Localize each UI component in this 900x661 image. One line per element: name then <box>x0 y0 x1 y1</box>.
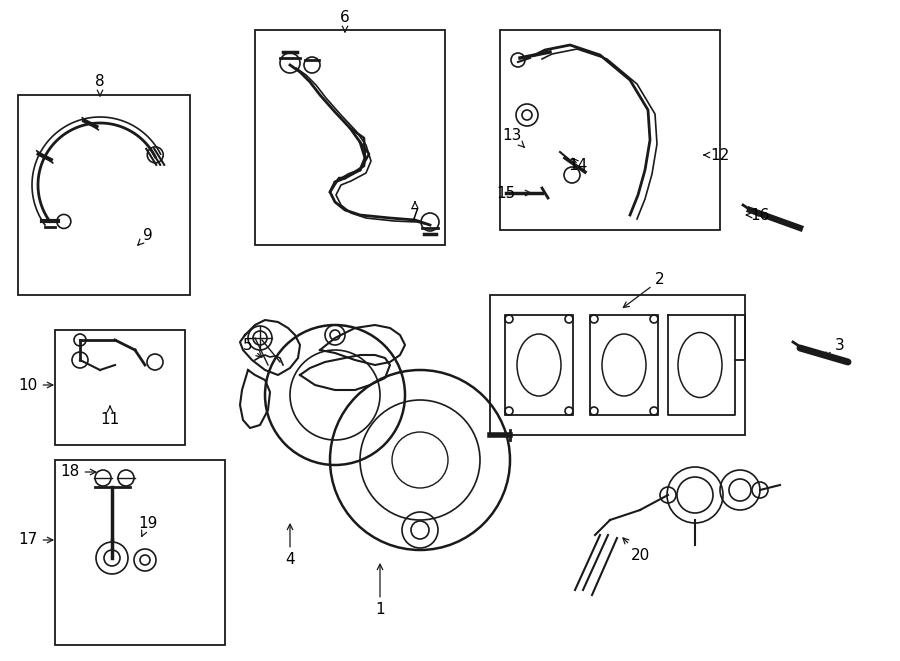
Ellipse shape <box>602 334 646 396</box>
Text: 9: 9 <box>138 227 153 245</box>
Bar <box>55 330 185 445</box>
Text: 13: 13 <box>502 128 525 147</box>
Text: 11: 11 <box>101 407 120 428</box>
Text: 3: 3 <box>824 338 845 358</box>
Text: 19: 19 <box>139 516 158 536</box>
Text: 4: 4 <box>285 524 295 568</box>
Bar <box>505 315 573 415</box>
Bar <box>55 460 225 645</box>
Text: 1: 1 <box>375 564 385 617</box>
Text: 20: 20 <box>623 538 650 563</box>
Text: 7: 7 <box>410 202 419 223</box>
Text: 6: 6 <box>340 11 350 32</box>
Text: 17: 17 <box>18 533 53 547</box>
Text: 2: 2 <box>624 272 665 307</box>
Text: 8: 8 <box>95 75 104 96</box>
Text: 12: 12 <box>704 147 730 163</box>
Bar <box>500 30 720 230</box>
Text: 18: 18 <box>60 465 95 479</box>
Text: 16: 16 <box>746 208 769 223</box>
Text: 10: 10 <box>18 377 53 393</box>
Bar <box>590 315 658 415</box>
Text: 5: 5 <box>243 338 262 357</box>
Circle shape <box>522 110 532 120</box>
Text: 15: 15 <box>497 186 531 200</box>
Ellipse shape <box>517 334 561 396</box>
Bar <box>255 30 445 245</box>
Bar <box>18 95 190 295</box>
Text: 14: 14 <box>569 157 588 173</box>
Ellipse shape <box>678 332 722 397</box>
Bar <box>490 295 745 435</box>
